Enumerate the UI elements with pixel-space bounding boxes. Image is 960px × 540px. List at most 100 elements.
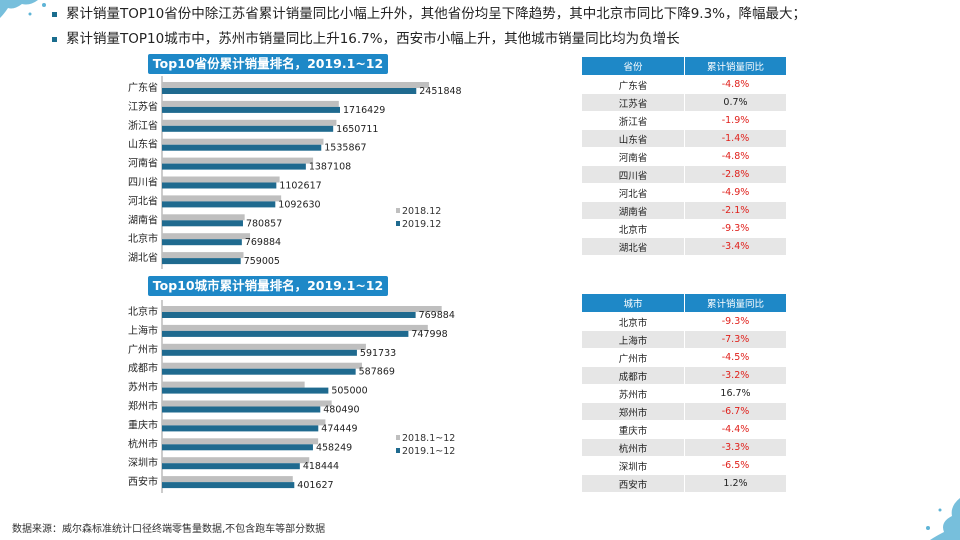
bar-current-year (162, 444, 313, 450)
data-label: 505000 (331, 386, 367, 397)
table-row: 北京市 -9.3% (582, 220, 787, 238)
bar-previous-year (162, 363, 362, 369)
legend-swatch (396, 208, 400, 213)
category-label: 广州市 (128, 343, 158, 356)
bar-current-year (162, 482, 294, 488)
province-name-cell: 北京市 (582, 220, 685, 238)
data-label: 780857 (246, 218, 282, 229)
province-name-cell: 江苏省 (582, 94, 685, 112)
province-yoy-table: 省份 累计销量同比 广东省 -4.8% 江苏省 0.7% 浙江省 -1.9% 山东省 -1.4… (581, 56, 787, 256)
bar-current-year (162, 239, 242, 245)
data-label: 1387108 (309, 162, 351, 173)
table-row: 重庆市 -4.4% (582, 421, 787, 439)
province-name-cell: 浙江省 (582, 112, 685, 130)
table-row: 苏州市 16.7% (582, 385, 787, 403)
category-label: 北京市 (128, 232, 158, 245)
decorative-splash-bottom (890, 480, 960, 540)
legend-label: 2019.12 (402, 219, 441, 230)
province-name-cell: 河南省 (582, 148, 685, 166)
category-label: 杭州市 (128, 437, 158, 450)
table-row: 山东省 -1.4% (582, 130, 787, 148)
bar-current-year (162, 220, 243, 226)
yoy-value-cell: -1.9% (685, 112, 787, 130)
bar-previous-year (162, 233, 250, 239)
table-header-province: 省份 (582, 57, 685, 76)
bar-current-year (162, 388, 328, 394)
bar-previous-year (162, 158, 313, 164)
table-row: 江苏省 0.7% (582, 94, 787, 112)
data-label: 769884 (245, 237, 281, 248)
city-name-cell: 重庆市 (582, 421, 685, 439)
decorative-splash-top (0, 0, 60, 30)
table-header-yoy: 累计销量同比 (685, 57, 787, 76)
bar-previous-year (162, 101, 339, 107)
bar-current-year (162, 425, 318, 431)
summary-bullet: 累计销量TOP10城市中，苏州市销量同比上升16.7%，西安市小幅上升，其他城市… (52, 27, 952, 52)
province-name-cell: 广东省 (582, 76, 685, 94)
yoy-value-cell: 16.7% (685, 385, 787, 403)
bullet-text: 累计销量TOP10城市中，苏州市销量同比上升16.7%，西安市小幅上升，其他城市… (66, 31, 680, 47)
table-row: 湖北省 -3.4% (582, 238, 787, 256)
city-name-cell: 成都市 (582, 367, 685, 385)
bar-previous-year (162, 306, 442, 312)
table-row: 成都市 -3.2% (582, 367, 787, 385)
legend-swatch (396, 435, 400, 440)
data-label: 1650711 (336, 124, 378, 135)
province-name-cell: 河北省 (582, 184, 685, 202)
legend-swatch (396, 221, 400, 226)
bar-current-year (162, 201, 275, 207)
data-label: 1535867 (324, 143, 366, 154)
yoy-value-cell: -7.3% (685, 331, 787, 349)
category-label: 郑州市 (128, 400, 158, 413)
bar-current-year (162, 407, 320, 413)
bullet-text: 累计销量TOP10省份中除江苏省累计销量同比小幅上升外，其他省份均呈下降趋势，其… (66, 6, 806, 22)
yoy-value-cell: -3.4% (685, 238, 787, 256)
table-row: 河北省 -4.9% (582, 184, 787, 202)
yoy-value-cell: -4.8% (685, 148, 787, 166)
bar-previous-year (162, 82, 429, 88)
city-name-cell: 广州市 (582, 349, 685, 367)
province-name-cell: 湖北省 (582, 238, 685, 256)
bar-current-year (162, 258, 241, 264)
province-name-cell: 山东省 (582, 130, 685, 148)
category-label: 广东省 (128, 81, 158, 94)
bullet-marker (52, 12, 57, 17)
bar-previous-year (162, 177, 280, 183)
data-label: 458249 (316, 442, 352, 453)
bar-current-year (162, 312, 416, 318)
data-label: 591733 (360, 348, 396, 359)
category-label: 成都市 (128, 362, 158, 375)
category-label: 河南省 (128, 157, 158, 170)
summary-bullet: 累计销量TOP10省份中除江苏省累计销量同比小幅上升外，其他省份均呈下降趋势，其… (52, 2, 952, 27)
bar-previous-year (162, 214, 245, 220)
category-label: 浙江省 (128, 119, 158, 132)
data-label: 1102617 (279, 181, 321, 192)
table-row: 浙江省 -1.9% (582, 112, 787, 130)
city-chart-title: Top10城市累计销量排名，2019.1~12 (148, 276, 388, 296)
bar-current-year (162, 369, 356, 375)
bar-previous-year (162, 419, 325, 425)
table-row: 四川省 -2.8% (582, 166, 787, 184)
category-label: 湖南省 (128, 213, 158, 226)
city-name-cell: 郑州市 (582, 403, 685, 421)
yoy-value-cell: 0.7% (685, 94, 787, 112)
data-label: 1092630 (278, 199, 320, 210)
table-row: 河南省 -4.8% (582, 148, 787, 166)
bar-current-year (162, 107, 340, 113)
city-yoy-table: 城市 累计销量同比 北京市 -9.3% 上海市 -7.3% 广州市 -4.5% 成都市 -3.… (581, 293, 787, 493)
yoy-value-cell: 1.2% (685, 475, 787, 493)
bar-current-year (162, 463, 300, 469)
city-name-cell: 深圳市 (582, 457, 685, 475)
yoy-value-cell: -4.8% (685, 76, 787, 94)
table-header-city: 城市 (582, 294, 685, 313)
bar-previous-year (162, 120, 336, 126)
bar-previous-year (162, 252, 244, 258)
yoy-value-cell: -6.5% (685, 457, 787, 475)
bar-current-year (162, 331, 408, 337)
category-label: 上海市 (128, 324, 158, 337)
table-row: 郑州市 -6.7% (582, 403, 787, 421)
table-row: 北京市 -9.3% (582, 313, 787, 331)
data-label: 474449 (321, 423, 357, 434)
bar-current-year (162, 350, 357, 356)
category-label: 河北省 (128, 194, 158, 207)
